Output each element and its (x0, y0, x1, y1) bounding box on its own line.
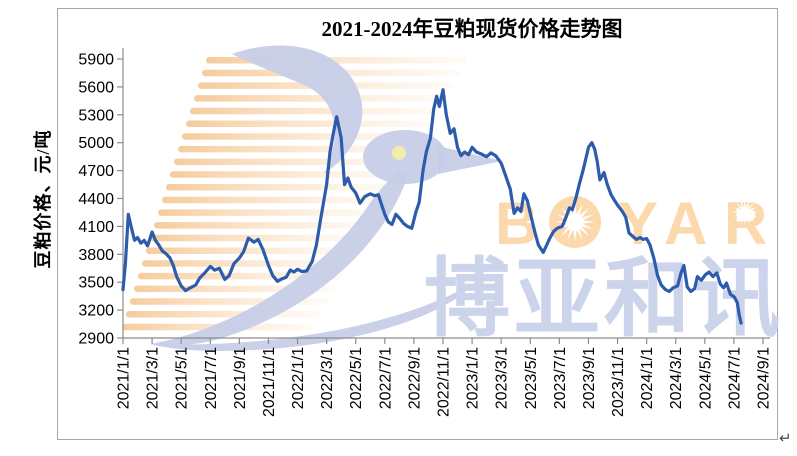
x-axis-tick-labels: 2021/1/1 2021/3/1 2021/5/1 2021/7/1 2021/9/1… (116, 347, 773, 417)
chart-axes (117, 48, 770, 344)
sunburst-icon (732, 199, 758, 225)
x-tick-label: 2023/1/1 (465, 347, 482, 409)
y-tick-label: 2900 (78, 331, 114, 348)
x-tick-label: 2021/3/1 (145, 347, 162, 409)
y-tick-label: 5900 (78, 52, 114, 69)
x-tick-label: 2021/7/1 (203, 347, 220, 409)
watermark-stripe-fan (121, 57, 467, 331)
dove-wing (232, 45, 363, 174)
y-tick-label: 5000 (78, 135, 114, 152)
x-tick-label: 2023/9/1 (581, 347, 598, 409)
y-tick-label: 3200 (78, 303, 114, 320)
x-tick-label: 2021/9/1 (232, 347, 249, 409)
x-tick-label: 2024/7/1 (726, 347, 743, 409)
x-tick-label: 2022/7/1 (377, 347, 394, 409)
paragraph-return-mark: ↵ (779, 430, 792, 447)
x-tick-label: 2023/7/1 (552, 347, 569, 409)
dove-tail-swoosh (150, 282, 476, 351)
x-tick-label: 2024/9/1 (756, 347, 773, 409)
x-tick-label: 2023/3/1 (494, 347, 511, 409)
x-tick-label: 2021/1/1 (116, 347, 133, 409)
y-tick-label: 4700 (78, 163, 114, 180)
y-axis-tick-labels: 5900 5600 5300 5000 4700 4400 4100 3800 3500 3200… (78, 52, 114, 348)
y-tick-label: 3500 (78, 275, 114, 292)
x-tick-label: 2022/9/1 (406, 347, 423, 409)
x-tick-label: 2023/5/1 (523, 347, 540, 409)
x-tick-label: 2022/1/1 (290, 347, 307, 409)
y-tick-label: 5600 (78, 79, 114, 96)
x-tick-label: 2024/3/1 (668, 347, 685, 409)
x-tick-label: 2022/5/1 (348, 347, 365, 409)
x-tick-label: 2024/5/1 (697, 347, 714, 409)
y-tick-label: 4400 (78, 191, 114, 208)
price-line-series (121, 88, 743, 325)
y-tick-label: 4100 (78, 219, 114, 236)
x-tick-label: 2023/11/1 (610, 347, 627, 417)
x-tick-label: 2022/3/1 (319, 347, 336, 409)
logo-letter-a: A (664, 190, 707, 257)
dove-beak (438, 146, 502, 174)
watermark-cn-text: 博亚和讯 (424, 251, 784, 347)
x-tick-label: 2022/11/1 (436, 347, 453, 417)
dove-head (363, 130, 447, 184)
y-tick-label: 3800 (78, 247, 114, 264)
logo-letter-r: R (724, 190, 767, 257)
watermark-dove-logo (150, 45, 502, 351)
chart-title: 2021-2024年豆粕现货价格走势图 (321, 17, 623, 41)
dove-eye (392, 146, 406, 160)
y-axis-title: 豆粕价格、元/吨 (33, 129, 53, 269)
y-tick-label: 5300 (78, 107, 114, 124)
x-tick-label: 2021/11/1 (261, 347, 278, 417)
dove-body (150, 170, 408, 346)
x-tick-label: 2021/5/1 (174, 347, 191, 409)
x-tick-label: 2024/1/1 (639, 347, 656, 409)
watermark-boyar-logo: B Y A R (495, 190, 767, 257)
sunburst-icon (555, 202, 595, 242)
